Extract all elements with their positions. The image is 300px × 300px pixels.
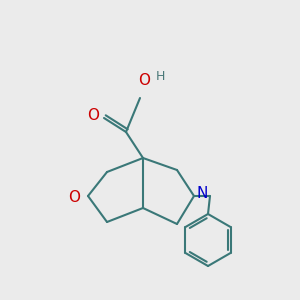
Text: H: H [156, 70, 165, 83]
Text: O: O [87, 109, 99, 124]
Text: N: N [196, 187, 207, 202]
Text: O: O [138, 73, 150, 88]
Text: O: O [68, 190, 80, 205]
